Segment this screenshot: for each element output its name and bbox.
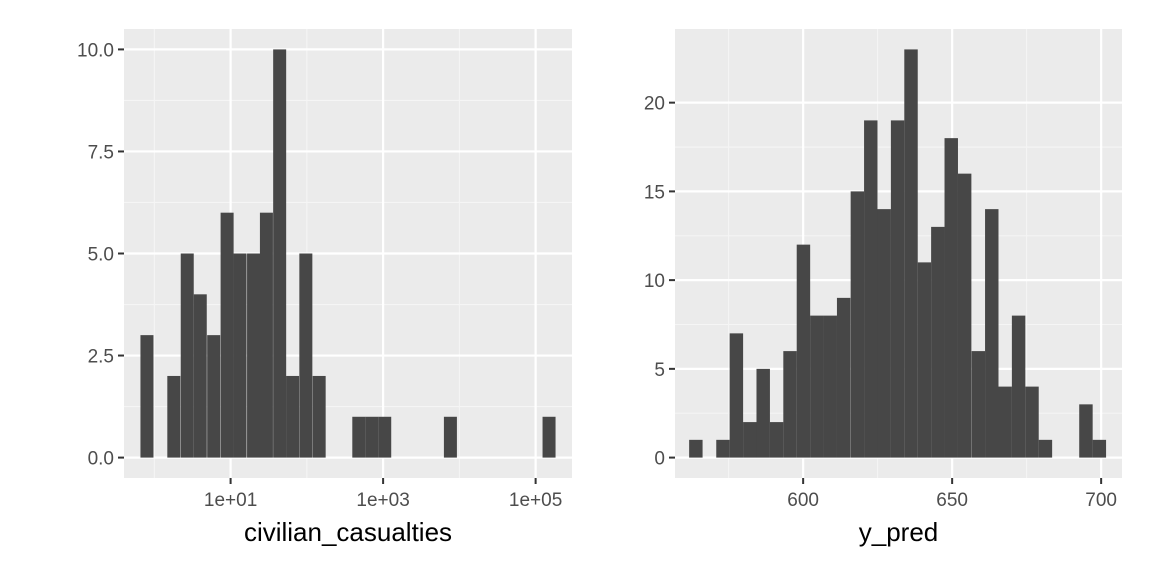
- histogram-bar: [1079, 404, 1093, 458]
- histogram-bar: [796, 244, 811, 458]
- histogram-bar: [944, 138, 958, 458]
- histogram-bar: [716, 439, 730, 458]
- x-axis-title: civilian_casualties: [244, 517, 452, 547]
- y-tick-label: 5.0: [88, 245, 114, 266]
- histogram-bar: [1092, 439, 1107, 458]
- histogram-bar: [931, 226, 945, 458]
- y-tick-label: 10: [644, 271, 665, 292]
- histogram-bar: [783, 351, 797, 458]
- histogram-bar: [985, 209, 999, 458]
- histogram-bar: [1038, 439, 1053, 458]
- histogram-bar: [836, 297, 851, 458]
- histogram-bar: [193, 294, 207, 458]
- histogram-bar: [140, 335, 154, 458]
- y-tick-label: 5: [654, 360, 665, 381]
- histogram-bar: [259, 212, 273, 458]
- histogram-bar: [904, 49, 918, 458]
- histogram-bar: [743, 422, 757, 458]
- histogram-bar: [167, 375, 181, 458]
- histogram-bar: [729, 333, 744, 458]
- histogram-bar: [890, 120, 905, 458]
- histogram-bar: [443, 416, 457, 458]
- histogram-bar: [823, 315, 837, 458]
- histogram-bar: [810, 315, 824, 458]
- histogram-bar: [220, 212, 234, 458]
- histogram-bar: [542, 416, 556, 458]
- histogram-bar: [273, 49, 287, 458]
- x-axis-title: y_pred: [859, 517, 939, 547]
- x-tick-label: 1e+05: [509, 490, 562, 511]
- y-pred-panel: 0 5 10 15 20 600 650 700 y_pred: [644, 29, 1122, 547]
- histogram-bar: [769, 422, 784, 458]
- histogram-bar: [180, 253, 194, 458]
- histogram-bar: [689, 439, 703, 458]
- histogram-bar: [352, 416, 366, 458]
- x-tick-label: 1e+03: [356, 490, 409, 511]
- y-tick-label: 0: [654, 449, 665, 470]
- histogram-bar: [998, 386, 1012, 458]
- histogram-bar: [850, 191, 865, 458]
- histogram-bar: [1025, 386, 1039, 458]
- histogram-bar: [971, 351, 986, 458]
- y-tick-label: 7.5: [88, 142, 114, 163]
- y-tick-label: 20: [644, 94, 665, 115]
- x-tick-label: 650: [936, 490, 968, 511]
- histogram-bar: [917, 262, 932, 458]
- histogram-bar: [233, 253, 247, 458]
- histogram-bar: [957, 173, 972, 458]
- civilian-casualties-panel: 0.0 2.5 5.0 7.5 10.0 1e+01 1e+03 1e+05 civilian_…: [77, 29, 572, 547]
- x-tick-label: 1e+01: [204, 490, 257, 511]
- histogram-bar: [312, 375, 326, 458]
- histogram-bar: [286, 375, 300, 458]
- histogram-bar: [247, 253, 261, 458]
- histogram-bar: [1011, 315, 1026, 458]
- y-tick-label: 10.0: [77, 40, 114, 61]
- x-tick-label: 600: [787, 490, 819, 511]
- histogram-bar: [365, 416, 379, 458]
- histogram-bar: [378, 416, 392, 458]
- y-tick-label: 0.0: [88, 449, 114, 470]
- histogram-bar: [864, 120, 878, 458]
- x-tick-label: 700: [1085, 490, 1117, 511]
- histogram-bar: [207, 335, 221, 458]
- histogram-bar: [299, 253, 313, 458]
- histogram-bar: [756, 368, 770, 458]
- y-tick-label: 15: [644, 182, 665, 203]
- y-tick-label: 2.5: [88, 347, 114, 368]
- histogram-bar: [877, 209, 891, 458]
